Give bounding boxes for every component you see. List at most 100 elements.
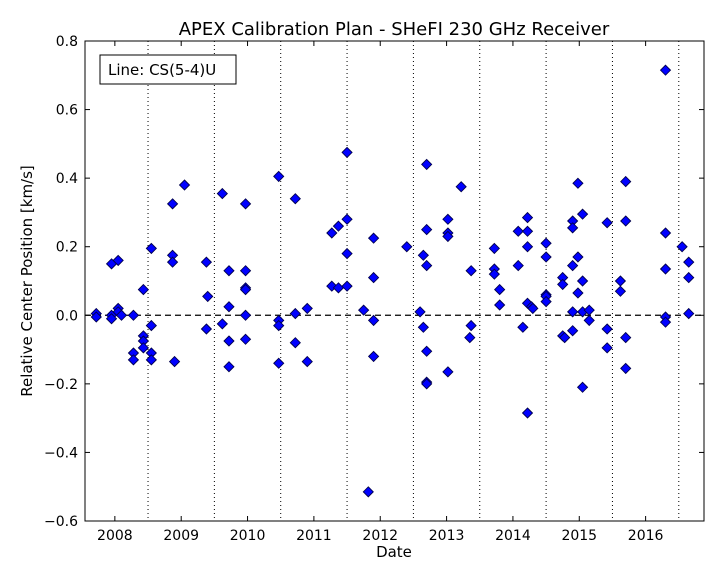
data-point — [521, 407, 534, 419]
data-point — [168, 355, 181, 368]
data-point — [465, 265, 477, 277]
data-point — [414, 306, 426, 318]
y-tick-label: 0.4 — [56, 171, 78, 187]
data-point — [521, 225, 534, 237]
data-point — [166, 256, 179, 268]
y-axis-title: Relative Center Position [km/s] — [18, 165, 36, 397]
data-point — [572, 287, 584, 299]
data-point — [289, 337, 301, 349]
data-point — [137, 283, 150, 296]
y-tick-label: 0.8 — [56, 34, 78, 50]
data-point — [362, 486, 374, 498]
data-point — [367, 350, 380, 363]
data-point — [464, 331, 476, 344]
data-point — [583, 314, 595, 327]
data-point — [273, 170, 285, 183]
data-point — [367, 271, 380, 284]
data-point — [683, 256, 695, 268]
data-point — [455, 181, 467, 193]
legend-box: Line: CS(5-4)U — [99, 54, 237, 85]
data-point — [442, 230, 454, 243]
data-point — [367, 314, 380, 327]
data-point — [289, 193, 301, 205]
data-point — [341, 213, 353, 225]
data-point — [465, 319, 477, 332]
data-point — [223, 265, 235, 277]
data-point — [620, 215, 632, 227]
data-point — [659, 316, 672, 328]
data-point — [417, 321, 429, 333]
data-point — [401, 241, 413, 253]
legend-frame — [99, 54, 237, 85]
data-point — [421, 158, 433, 171]
data-point — [521, 211, 534, 224]
data-point — [567, 325, 579, 337]
y-tick-label: 0.6 — [56, 103, 78, 119]
y-tick-label: −0.4 — [44, 445, 78, 461]
data-point — [488, 268, 500, 280]
data-point — [223, 335, 235, 347]
data-point — [332, 220, 345, 232]
data-point — [417, 249, 429, 261]
data-point — [576, 381, 589, 393]
data-point — [601, 342, 613, 354]
y-axis-ticks: −0.6 −0.4 −0.2 0.0 0.2 0.4 0.6 0.8 — [44, 34, 704, 530]
data-point — [601, 323, 613, 335]
x-tick-label: 2009 — [163, 528, 199, 544]
data-point — [567, 259, 579, 272]
data-point — [326, 227, 338, 239]
data-point — [683, 271, 695, 284]
data-point — [273, 319, 285, 332]
data-point — [145, 242, 157, 255]
data-point — [115, 309, 128, 321]
data-point — [540, 237, 552, 249]
plot-area-frame — [84, 40, 705, 522]
data-point — [620, 331, 632, 344]
data-point — [239, 198, 252, 210]
y-tick-label: −0.6 — [44, 514, 78, 530]
data-point — [442, 213, 454, 225]
data-point — [239, 333, 252, 345]
data-point — [488, 242, 500, 255]
data-point — [341, 247, 353, 260]
data-point — [659, 263, 672, 275]
x-axis-title: Date — [376, 543, 412, 561]
data-point — [216, 187, 228, 200]
data-point — [494, 299, 506, 311]
data-point — [178, 179, 191, 191]
data-point — [301, 355, 313, 368]
data-point — [145, 319, 157, 332]
x-tick-label: 2012 — [362, 528, 398, 544]
data-point — [576, 208, 589, 220]
data-point — [137, 342, 150, 354]
vertical-gridlines — [147, 41, 680, 521]
data-point — [512, 225, 524, 237]
data-point — [676, 241, 688, 253]
data-point — [620, 175, 632, 188]
data-point — [512, 259, 524, 272]
data-point — [521, 241, 534, 253]
data-point — [200, 323, 213, 335]
data-point — [659, 227, 672, 239]
data-point — [145, 354, 157, 366]
data-point — [527, 302, 539, 315]
data-point — [367, 232, 380, 244]
data-point — [90, 311, 102, 323]
data-point — [567, 306, 579, 318]
data-point — [559, 331, 571, 344]
y-tick-label: −0.2 — [44, 377, 78, 393]
data-point — [659, 64, 672, 76]
x-tick-label: 2011 — [296, 528, 332, 544]
chart-title: APEX Calibration Plan - SHeFI 230 GHz Re… — [179, 19, 610, 40]
data-point — [341, 280, 353, 292]
data-point — [239, 283, 252, 296]
data-point — [572, 177, 584, 189]
data-point — [202, 290, 214, 303]
data-point — [601, 217, 613, 229]
data-point — [239, 309, 252, 321]
data-point — [289, 307, 301, 320]
data-point — [127, 354, 140, 366]
data-point — [358, 304, 370, 316]
